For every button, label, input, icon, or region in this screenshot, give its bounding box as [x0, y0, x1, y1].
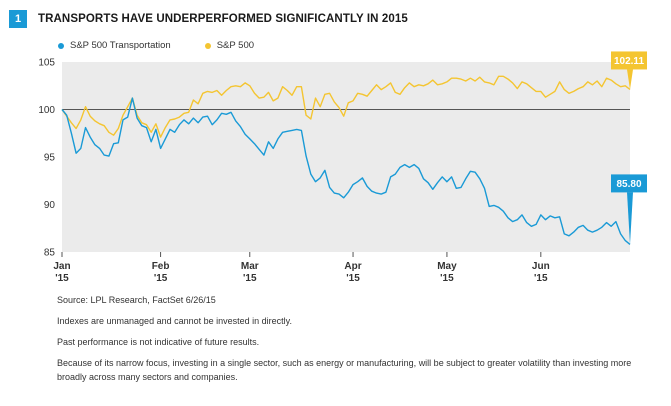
x-tick-year: '15: [55, 273, 69, 284]
legend-swatch-transportation: [58, 42, 64, 49]
y-tick-label: 95: [44, 153, 56, 164]
y-tick-label: 100: [38, 105, 55, 116]
x-tick-year: '15: [243, 273, 257, 284]
legend-item-sp500: S&P 500: [204, 40, 255, 51]
legend-label-sp500: S&P 500: [216, 40, 255, 51]
end-value-callouts: 102.11 85.80: [611, 51, 647, 245]
x-tick-year: '15: [440, 273, 454, 284]
legend-label-transportation: S&P 500 Transportation: [70, 40, 171, 51]
x-tick-month: Apr: [344, 261, 361, 272]
disclaimer-sector-focus: Because of its narrow focus, investing i…: [57, 358, 632, 382]
y-tick-label: 90: [44, 200, 56, 211]
figure-number-badge: 1: [9, 10, 27, 28]
callout-sp500-label: 102.11: [614, 56, 644, 67]
x-tick-month: Feb: [152, 261, 170, 272]
x-tick-month: Mar: [241, 261, 259, 272]
x-tick-year: '15: [346, 273, 360, 284]
callout-transportation-box: [611, 174, 647, 193]
disclaimer-unmanaged: Indexes are unmanaged and cannot be inve…: [57, 316, 292, 326]
plot-area: [62, 62, 630, 252]
series-line-sp500: [61, 75, 631, 138]
callout-sp500-pointer: [627, 69, 633, 90]
y-axis: 105 100 95 90 85: [38, 58, 55, 259]
legend-swatch-sp500: [204, 42, 211, 49]
legend-item-transportation: S&P 500 Transportation: [58, 40, 171, 51]
disclaimer-past-performance: Past performance is not indicative of fu…: [57, 337, 260, 347]
x-tick-year: '15: [534, 273, 548, 284]
callout-transportation-label: 85.80: [616, 179, 641, 190]
x-tick-month: Jan: [53, 261, 70, 272]
chart-title: TRANSPORTS HAVE UNDERPERFORMED SIGNIFICA…: [38, 13, 408, 25]
x-tick-month: Jun: [532, 261, 550, 272]
chart-legend: S&P 500 Transportation S&P 500: [58, 40, 288, 51]
figure-header: 1 TRANSPORTS HAVE UNDERPERFORMED SIGNIFI…: [9, 9, 408, 29]
x-tick-month: May: [437, 261, 457, 272]
x-tick-year: '15: [154, 273, 168, 284]
source-note: Source: LPL Research, FactSet 6/26/15: [57, 295, 216, 305]
chart-notes: Source: LPL Research, FactSet 6/26/15 In…: [57, 293, 657, 391]
y-tick-label: 105: [38, 58, 55, 69]
y-tick-label: 85: [44, 248, 56, 259]
callout-sp500-box: [611, 51, 647, 70]
callout-transportation-pointer: [627, 192, 633, 245]
series-lines: [61, 75, 631, 245]
series-line-transportation: [61, 97, 631, 245]
